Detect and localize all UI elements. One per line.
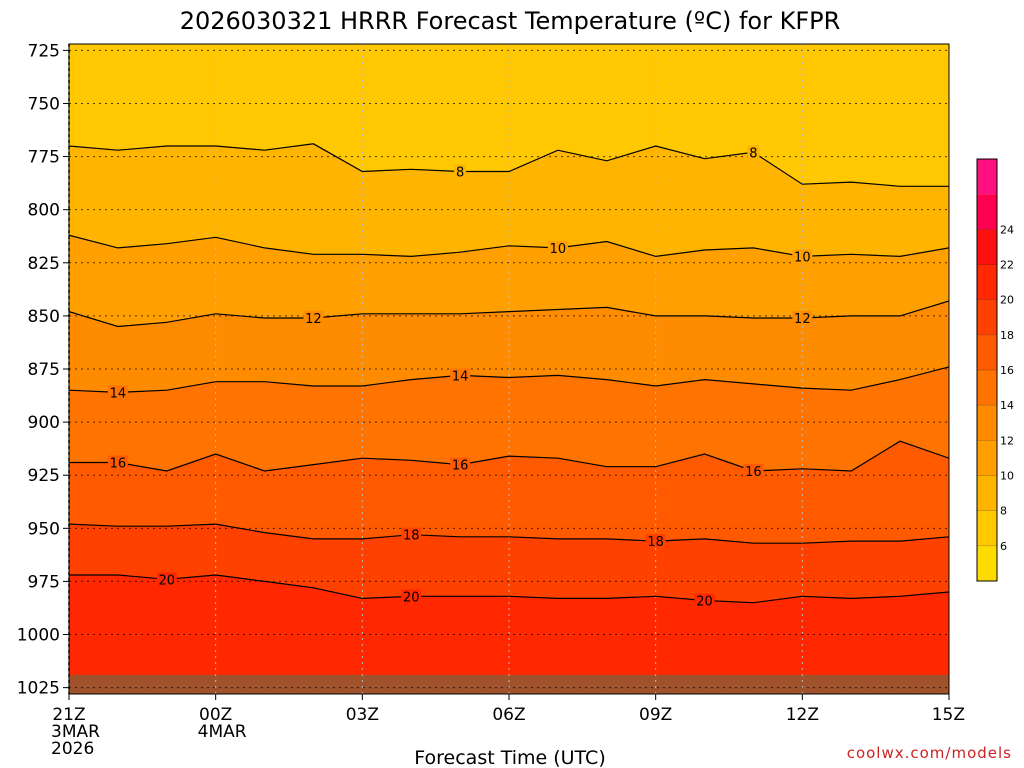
colorbar-segment-4	[977, 405, 997, 441]
y-axis: 725 750 775 800 825 850 875 900 925 950 975 1000 102…	[17, 41, 69, 699]
colorbar-segment-0	[977, 545, 997, 581]
colorbar-label-20: 20	[1000, 294, 1014, 307]
isotherm-8	[69, 143, 949, 187]
colorbar-label-12: 12	[1000, 434, 1014, 447]
isotherm-label-bg	[401, 589, 422, 604]
isotherm-label-bg	[792, 249, 813, 264]
isotherm-label-bg	[107, 455, 128, 470]
colorbar-frame	[976, 158, 998, 582]
isotherm-label-8: 8	[456, 165, 464, 180]
isotherm-label-bg	[450, 457, 471, 472]
isotherm-20	[69, 574, 949, 604]
x-tick-label-00Z: 00Z	[199, 705, 232, 725]
y-tick-label-850: 850	[28, 307, 60, 327]
y-tick-label-925: 925	[28, 466, 60, 486]
x-tick-label-03Z: 03Z	[346, 705, 379, 725]
x-tick-label-06Z: 06Z	[492, 705, 525, 725]
colorbar-label-22: 22	[1000, 259, 1014, 272]
colorbar-segment-2	[977, 475, 997, 511]
isotherm-label-14: 14	[110, 386, 127, 401]
y-tick-label-900: 900	[28, 413, 60, 433]
isotherm-label-bg	[743, 463, 764, 478]
x-tick-label-3MAR: 3MAR	[51, 722, 100, 742]
x-tick-label-09Z: 09Z	[639, 705, 672, 725]
isotherm-label-bg	[401, 527, 422, 542]
isotherm-label-16: 16	[110, 456, 127, 471]
isotherm-label-bg	[792, 311, 813, 326]
ground-surface	[69, 674, 949, 694]
band-above-20	[69, 575, 949, 694]
x-tick-label-2026: 2026	[51, 739, 94, 759]
isotherm-label-bg	[156, 572, 177, 587]
x-tick-label-21Z: 21Z	[52, 705, 85, 725]
isotherm-label-18: 18	[647, 535, 664, 550]
isotherm-14	[69, 366, 949, 394]
y-tick-label-800: 800	[28, 201, 60, 221]
isotherm-label-12: 12	[794, 312, 811, 327]
colorbar-label-24: 24	[1000, 223, 1014, 236]
colorbar-label-18: 18	[1000, 329, 1014, 342]
colorbar-label-14: 14	[1000, 399, 1014, 412]
source-credit[interactable]: coolwx.com/models	[847, 744, 1012, 762]
isotherm-label-20: 20	[403, 590, 420, 605]
isotherm-labels: 8 8 10 10 12 12 14 14 16 16 16 18 18 20 20 20	[107, 145, 813, 610]
y-tick-label-750: 750	[28, 94, 60, 114]
isotherm-label-10: 10	[794, 250, 811, 265]
isotherm-label-20: 20	[159, 573, 176, 588]
y-tick-label-1000: 1000	[17, 626, 60, 646]
y-tick-label-875: 875	[28, 360, 60, 380]
isotherm-label-20: 20	[696, 595, 713, 610]
isotherm-label-14: 14	[452, 369, 469, 384]
isotherm-label-bg	[645, 534, 666, 549]
isotherm-label-16: 16	[452, 459, 469, 474]
isotherm-label-bg	[450, 368, 471, 383]
colorbar-segment-7	[977, 299, 997, 335]
colorbar-label-8: 8	[1000, 505, 1007, 518]
colorbar-label-10: 10	[1000, 470, 1014, 483]
x-tick-label-12Z: 12Z	[786, 705, 819, 725]
x-axis-label: Forecast Time (UTC)	[414, 747, 605, 768]
x-tick-label-15Z: 15Z	[932, 705, 965, 725]
plot-area: 8 8 10 10 12 12 14 14 16 16 16 18 18 20 20 20	[69, 44, 949, 694]
isotherm-label-12: 12	[305, 312, 322, 327]
colorbar-segment-3	[977, 440, 997, 476]
colorbar-segment-5	[977, 370, 997, 406]
colorbar-segment-9	[977, 229, 997, 265]
isotherm-label-bg	[747, 145, 760, 160]
colorbar-segment-8	[977, 264, 997, 300]
isotherm-label-18: 18	[403, 529, 420, 544]
colorbar: 6 8 10 12 14 16 18 20 22 24	[976, 158, 1014, 582]
isotherm-label-bg	[303, 311, 324, 326]
y-tick-label-725: 725	[28, 41, 60, 61]
colorbar-segment-6	[977, 334, 997, 370]
colorbar-segment-11	[977, 159, 997, 195]
isotherm-label-bg	[547, 240, 568, 255]
isotherm-16	[69, 440, 949, 472]
y-tick-label-950: 950	[28, 519, 60, 539]
ground-layer	[69, 674, 949, 694]
colorbar-segment-1	[977, 510, 997, 546]
chart-title: 2026030321 HRRR Forecast Temperature (ºC…	[180, 7, 841, 35]
y-tick-label-1025: 1025	[17, 679, 60, 699]
isotherm-label-bg	[454, 164, 467, 179]
isotherm-label-16: 16	[745, 465, 762, 480]
isotherm-label-bg	[694, 593, 715, 608]
colorbar-segment-10	[977, 194, 997, 230]
isotherm-18	[69, 523, 949, 544]
isotherm-label-8: 8	[749, 146, 757, 161]
y-tick-label-775: 775	[28, 148, 60, 168]
y-tick-label-825: 825	[28, 254, 60, 274]
isotherm-lines	[69, 143, 949, 604]
colorbar-label-6: 6	[1000, 540, 1007, 553]
isotherm-label-bg	[107, 385, 128, 400]
isotherm-label-10: 10	[550, 242, 567, 257]
x-tick-label-4MAR: 4MAR	[198, 722, 247, 742]
colorbar-label-16: 16	[1000, 364, 1014, 377]
y-tick-label-975: 975	[28, 572, 60, 592]
